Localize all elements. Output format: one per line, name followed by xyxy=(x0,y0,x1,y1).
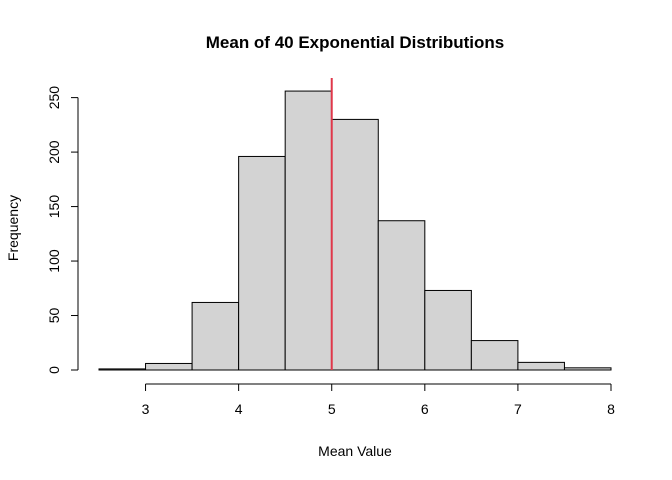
histogram-bar-1 xyxy=(145,362,193,371)
histogram-bar-4 xyxy=(284,90,333,371)
chart-title: Mean of 40 Exponential Distributions xyxy=(206,33,504,52)
x-tick-label-5: 5 xyxy=(328,401,336,417)
histogram-bar-0 xyxy=(98,368,147,371)
x-tick-label-7: 7 xyxy=(514,401,522,417)
y-axis: 0 50 100 150 200 250 xyxy=(46,86,79,374)
x-axis: 3 4 5 6 7 8 xyxy=(142,383,615,417)
x-tick-label-8: 8 xyxy=(607,401,615,417)
histogram-bar-5 xyxy=(331,118,379,371)
y-tick-label-200: 200 xyxy=(46,140,62,164)
y-tick-label-50: 50 xyxy=(46,308,62,324)
y-tick-label-100: 100 xyxy=(46,249,62,273)
histogram-bar-3 xyxy=(238,155,286,371)
y-tick-label-0: 0 xyxy=(46,366,62,374)
histogram-bar-9 xyxy=(517,361,565,371)
histogram-bar-6 xyxy=(377,220,426,371)
x-tick-label-3: 3 xyxy=(142,401,150,417)
x-tick-label-6: 6 xyxy=(421,401,429,417)
histogram-bar-7 xyxy=(424,289,472,371)
y-axis-title: Frequency xyxy=(5,195,21,261)
histogram-bar-2 xyxy=(191,301,240,371)
x-tick-label-4: 4 xyxy=(235,401,243,417)
histogram-bar-8 xyxy=(470,340,519,371)
y-tick-label-150: 150 xyxy=(46,195,62,219)
histogram-bars xyxy=(98,90,612,371)
y-tick-label-250: 250 xyxy=(46,86,62,110)
histogram-bar-10 xyxy=(563,367,612,371)
x-axis-title: Mean Value xyxy=(318,443,392,459)
